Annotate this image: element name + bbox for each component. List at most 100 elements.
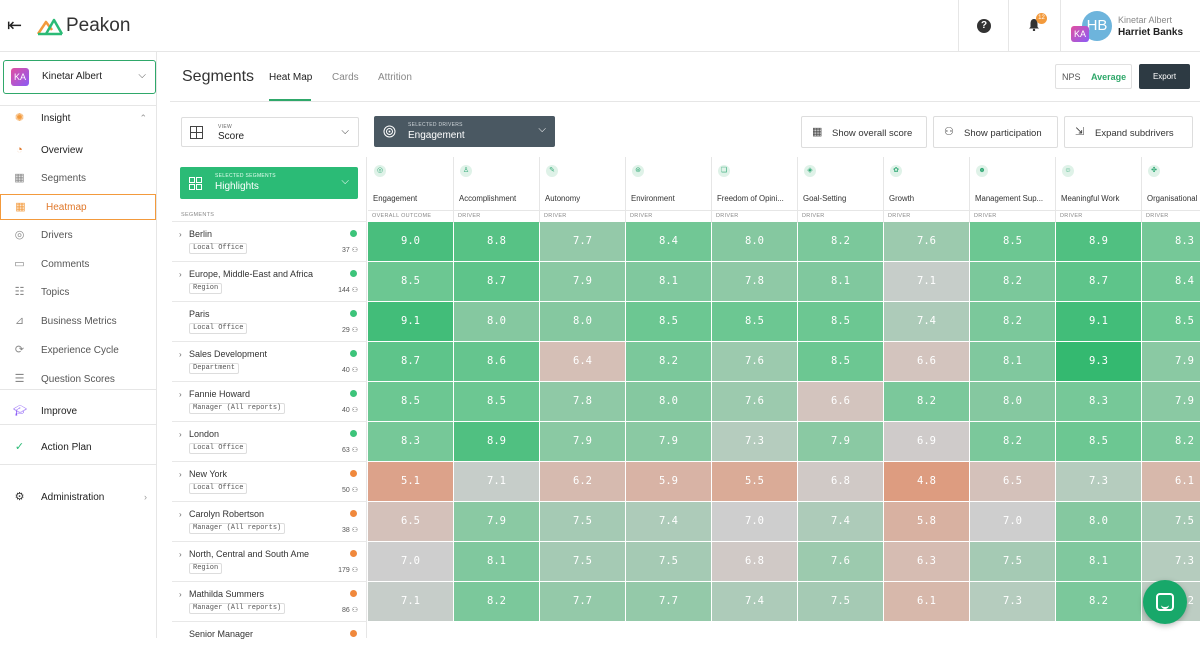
peakon-logo[interactable]: Peakon <box>36 14 130 38</box>
heatmap-cell[interactable]: 7.7 <box>626 582 711 621</box>
heatmap-cell[interactable]: 7.9 <box>798 422 883 461</box>
help-button[interactable]: ? <box>958 0 1008 52</box>
segment-row[interactable]: › London Local Office 63 ⚇ <box>172 421 367 461</box>
segment-row[interactable]: › North, Central and South Ame Region 179 ⚇ <box>172 541 367 581</box>
heatmap-cell[interactable]: 8.1 <box>1056 542 1141 581</box>
heatmap-cell[interactable]: 7.5 <box>626 542 711 581</box>
segment-row[interactable]: › Sales Development Department 40 ⚇ <box>172 341 367 381</box>
heatmap-cell[interactable]: 7.8 <box>540 382 625 421</box>
heatmap-cell[interactable]: 7.7 <box>540 222 625 261</box>
tab-cards[interactable]: Cards <box>332 72 359 83</box>
chevron-right-icon[interactable]: › <box>179 550 182 559</box>
heatmap-cell[interactable]: 8.1 <box>626 262 711 301</box>
heatmap-cell[interactable]: 8.0 <box>970 382 1055 421</box>
heatmap-cell[interactable]: 8.5 <box>1056 422 1141 461</box>
column-header[interactable]: ✤ Organisational DRIVER <box>1142 157 1200 223</box>
show-overall-score-button[interactable]: ▦ Show overall score <box>801 116 927 148</box>
sidebar-item-administration[interactable]: ⚙ Administration › <box>0 485 156 511</box>
heatmap-cell[interactable]: 8.1 <box>454 542 539 581</box>
export-button[interactable]: Export <box>1139 64 1190 89</box>
heatmap-cell[interactable]: 6.5 <box>970 462 1055 501</box>
sidebar-item-comments[interactable]: ▭ Comments <box>0 252 156 278</box>
heatmap-cell[interactable]: 7.5 <box>798 582 883 621</box>
heatmap-cell[interactable]: 7.3 <box>1056 462 1141 501</box>
show-participation-button[interactable]: ⚇ Show participation <box>933 116 1058 148</box>
heatmap-cell[interactable]: 7.0 <box>970 502 1055 541</box>
segment-row[interactable]: Paris Local Office 29 ⚇ <box>172 301 367 341</box>
heatmap-cell[interactable]: 8.1 <box>798 262 883 301</box>
segment-row[interactable]: › Berlin Local Office 37 ⚇ <box>172 221 367 261</box>
heatmap-cell[interactable]: 8.3 <box>368 422 453 461</box>
heatmap-cell[interactable]: 8.9 <box>454 422 539 461</box>
heatmap-cell[interactable]: 8.2 <box>970 422 1055 461</box>
heatmap-cell[interactable]: 7.6 <box>712 342 797 381</box>
heatmap-cell[interactable]: 8.2 <box>798 222 883 261</box>
heatmap-cell[interactable]: 5.8 <box>884 502 969 541</box>
heatmap-cell[interactable]: 8.5 <box>454 382 539 421</box>
column-header[interactable]: ☻ Management Sup... DRIVER <box>970 157 1056 223</box>
heatmap-cell[interactable]: 6.1 <box>1142 462 1200 501</box>
heatmap-cell[interactable]: 7.9 <box>1142 382 1200 421</box>
heatmap-cell[interactable]: 6.6 <box>798 382 883 421</box>
heatmap-cell[interactable]: 7.5 <box>1142 502 1200 541</box>
score-type-toggle[interactable]: NPS Average <box>1055 64 1132 89</box>
heatmap-cell[interactable]: 9.0 <box>368 222 453 261</box>
notifications-button[interactable]: 12 <box>1008 0 1060 52</box>
heatmap-cell[interactable]: 7.4 <box>626 502 711 541</box>
heatmap-cell[interactable]: 7.5 <box>540 542 625 581</box>
heatmap-cell[interactable]: 8.5 <box>798 342 883 381</box>
heatmap-cell[interactable]: 7.4 <box>884 302 969 341</box>
heatmap-cell[interactable]: 8.5 <box>798 302 883 341</box>
heatmap-cell[interactable]: 6.4 <box>540 342 625 381</box>
heatmap-cell[interactable]: 8.2 <box>970 262 1055 301</box>
heatmap-cell[interactable]: 6.6 <box>884 342 969 381</box>
segment-row[interactable]: › Fannie Howard Manager (All reports) 40 ⚇ <box>172 381 367 421</box>
column-header[interactable]: ✎ Autonomy DRIVER <box>540 157 626 223</box>
heatmap-cell[interactable]: 7.4 <box>798 502 883 541</box>
heatmap-cell[interactable]: 7.9 <box>540 262 625 301</box>
heatmap-cell[interactable]: 7.9 <box>540 422 625 461</box>
heatmap-cell[interactable]: 7.1 <box>884 262 969 301</box>
segments-select[interactable]: SELECTED SEGMENTS Highlights ⌵ <box>180 167 358 199</box>
sidebar-item-experience-cycle[interactable]: ⟳ Experience Cycle <box>0 338 156 364</box>
heatmap-cell[interactable]: 8.2 <box>884 382 969 421</box>
heatmap-cell[interactable]: 6.8 <box>798 462 883 501</box>
heatmap-cell[interactable]: 8.5 <box>1142 302 1200 341</box>
column-header[interactable]: ❏ Freedom of Opini... DRIVER <box>712 157 798 223</box>
heatmap-cell[interactable]: 8.8 <box>454 222 539 261</box>
heatmap-cell[interactable]: 7.9 <box>626 422 711 461</box>
heatmap-cell[interactable]: 8.1 <box>970 342 1055 381</box>
sidebar-item-drivers[interactable]: ◎ Drivers <box>0 223 156 249</box>
heatmap-cell[interactable]: 9.3 <box>1056 342 1141 381</box>
chevron-right-icon[interactable]: › <box>179 470 182 479</box>
heatmap-cell[interactable]: 7.3 <box>1142 542 1200 581</box>
tab-attrition[interactable]: Attrition <box>378 72 412 83</box>
heatmap-cell[interactable]: 8.3 <box>1142 222 1200 261</box>
heatmap-cell[interactable]: 5.1 <box>368 462 453 501</box>
heatmap-cell[interactable]: 8.4 <box>626 222 711 261</box>
sidebar-item-action-plan[interactable]: ✓ Action Plan <box>0 435 156 461</box>
heatmap-cell[interactable]: 8.2 <box>970 302 1055 341</box>
chevron-right-icon[interactable]: › <box>179 430 182 439</box>
heatmap-cell[interactable]: 8.2 <box>1056 582 1141 621</box>
user-menu[interactable]: HB KA Kinetar Albert Harriet Banks <box>1060 0 1200 52</box>
heatmap-cell[interactable]: 8.0 <box>1056 502 1141 541</box>
segment-row[interactable]: › Europe, Middle-East and Africa Region 144… <box>172 261 367 301</box>
column-header[interactable]: ✿ Growth DRIVER <box>884 157 970 223</box>
sidebar-item-business-metrics[interactable]: ⊿ Business Metrics <box>0 309 156 335</box>
heatmap-cell[interactable]: 8.7 <box>368 342 453 381</box>
back-arrow-icon[interactable]: ⇤ <box>7 15 23 35</box>
heatmap-cell[interactable]: 8.5 <box>970 222 1055 261</box>
sidebar-item-question-scores[interactable]: ☰ Question Scores <box>0 367 156 393</box>
heatmap-cell[interactable]: 9.1 <box>368 302 453 341</box>
heatmap-cell[interactable]: 8.2 <box>626 342 711 381</box>
chat-button[interactable] <box>1143 580 1187 624</box>
heatmap-cell[interactable]: 8.0 <box>712 222 797 261</box>
heatmap-cell[interactable]: 5.9 <box>626 462 711 501</box>
heatmap-cell[interactable]: 6.9 <box>884 422 969 461</box>
segment-row[interactable]: Senior Manager <box>172 621 367 661</box>
heatmap-cell[interactable]: 8.2 <box>454 582 539 621</box>
column-header[interactable]: ◈ Goal-Setting DRIVER <box>798 157 884 223</box>
heatmap-cell[interactable]: 8.0 <box>626 382 711 421</box>
segment-row[interactable]: › Mathilda Summers Manager (All reports) 86… <box>172 581 367 621</box>
